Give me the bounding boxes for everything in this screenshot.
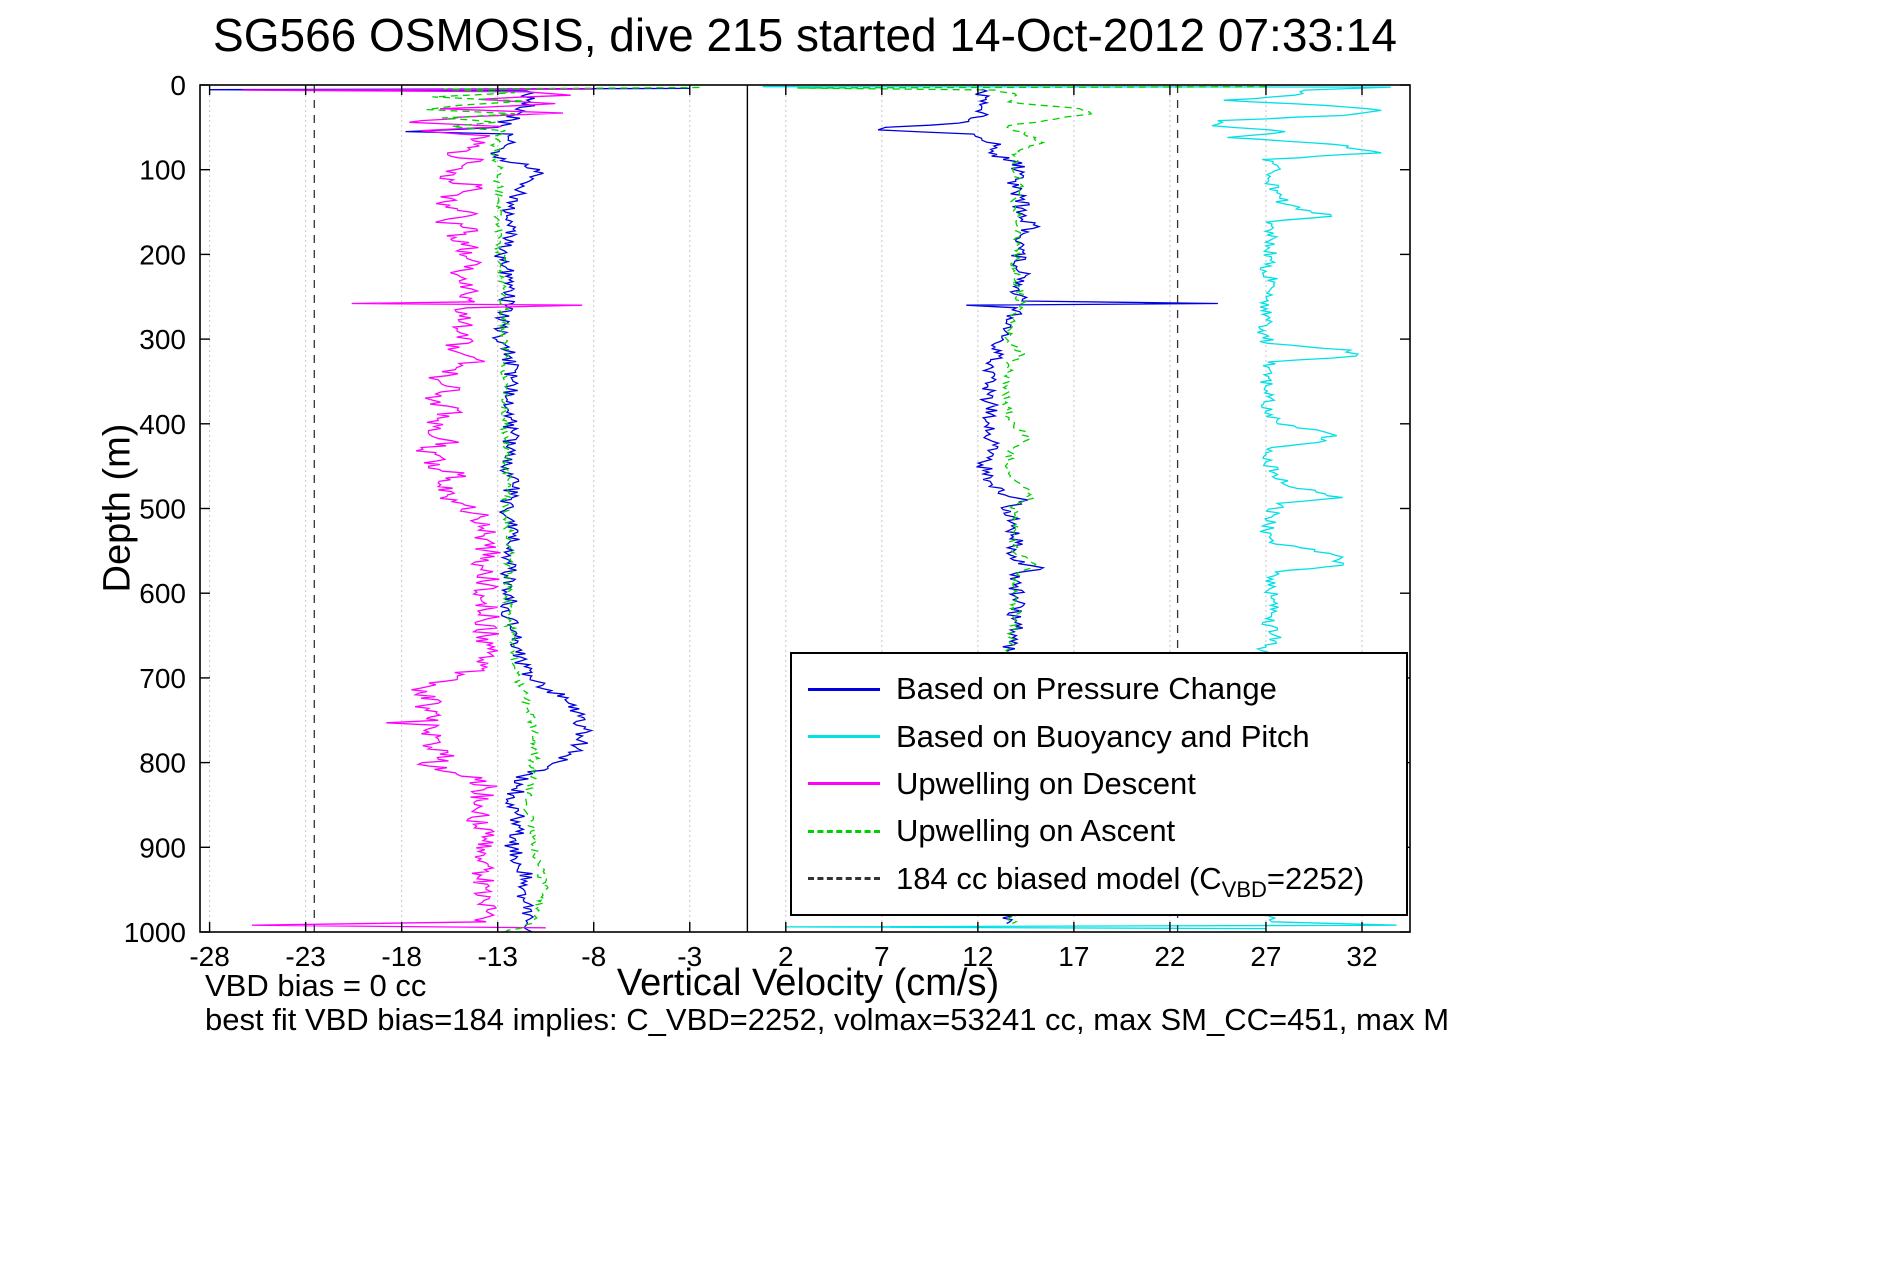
y-tick-label: 300 [139, 324, 186, 355]
legend-item: Upwelling on Descent [792, 766, 1406, 802]
legend-item: Based on Pressure Change [792, 671, 1406, 707]
x-tick-label: 12 [962, 941, 993, 972]
x-tick-label: 27 [1250, 941, 1281, 972]
y-tick-label: 1000 [124, 917, 186, 948]
series-upwelling-on-ascent-0 [426, 86, 700, 932]
legend-line-sample [808, 829, 880, 833]
x-tick-label: -8 [581, 941, 606, 972]
vbd-bias-annotation: VBD bias = 0 cc [205, 968, 427, 1003]
y-tick-label: 500 [139, 494, 186, 525]
legend-line-sample [808, 877, 880, 881]
legend-item-label: Upwelling on Descent [896, 765, 1196, 801]
legend-line-sample [808, 735, 880, 739]
legend-item: Upwelling on Ascent [792, 813, 1406, 849]
y-tick-label: 0 [170, 70, 186, 101]
legend-item: 184 cc biased model (CVBD=2252) [792, 860, 1406, 902]
legend-item-label: 184 cc biased model (CVBD=2252) [896, 860, 1365, 902]
y-tick-label: 600 [139, 578, 186, 609]
y-tick-label: 200 [139, 239, 186, 270]
y-tick-label: 100 [139, 155, 186, 186]
x-tick-label: 7 [874, 941, 890, 972]
series-upwelling-on-descent-0 [242, 88, 594, 929]
x-tick-label: 2 [778, 941, 794, 972]
x-tick-label: 32 [1346, 941, 1377, 972]
legend-item-label: Upwelling on Ascent [896, 813, 1176, 849]
x-tick-label: -28 [189, 941, 229, 972]
x-tick-label: -3 [677, 941, 702, 972]
x-tick-label: -13 [477, 941, 517, 972]
y-tick-label: 900 [139, 832, 186, 863]
chart-title: SG566 OSMOSIS, dive 215 started 14-Oct-2… [213, 9, 1397, 61]
legend-item-label: Based on Pressure Change [896, 671, 1277, 707]
legend-item: Based on Buoyancy and Pitch [792, 719, 1406, 755]
x-axis-label: Vertical Velocity (cm/s) [616, 962, 1000, 1004]
series-upwelling-on-ascent-1 [797, 86, 1267, 925]
x-tick-label: 22 [1154, 941, 1185, 972]
legend-item-label: Based on Buoyancy and Pitch [896, 718, 1310, 754]
best-fit-annotation: best fit VBD bias=184 implies: C_VBD=225… [205, 1002, 1450, 1037]
series-based-on-pressure-change-0 [209, 87, 690, 932]
y-tick-label: 800 [139, 748, 186, 779]
x-tick-label: -18 [381, 941, 421, 972]
legend-line-sample [808, 782, 880, 786]
legend-box: Based on Pressure Change Based on Buoyanc… [790, 652, 1408, 916]
x-tick-label: -23 [285, 941, 325, 972]
x-tick-label: 17 [1058, 941, 1089, 972]
legend-line-sample [808, 687, 880, 691]
y-tick-label: 400 [139, 409, 186, 440]
y-tick-label: 700 [139, 663, 186, 694]
